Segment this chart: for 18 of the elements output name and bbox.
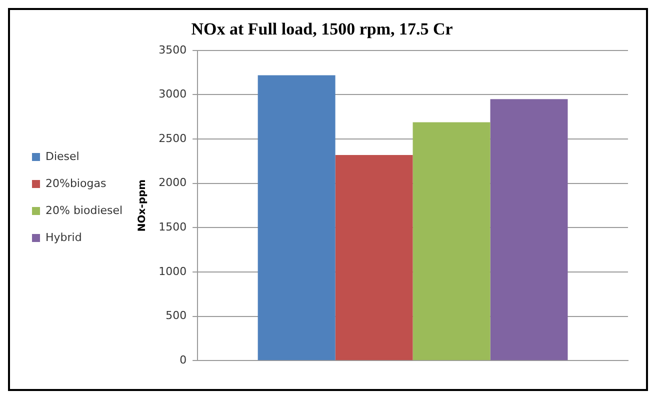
y-tick-label: 3000 bbox=[158, 88, 187, 101]
y-axis-title: NOx-ppm bbox=[137, 179, 148, 232]
legend-label: 20% biodiesel bbox=[46, 204, 123, 217]
bar bbox=[258, 75, 336, 360]
chart-title: NOx at Full load, 1500 rpm, 17.5 Cr bbox=[191, 20, 454, 39]
bar bbox=[335, 154, 413, 360]
legend-label: Diesel bbox=[46, 150, 80, 163]
y-tick-label: 2000 bbox=[158, 176, 187, 190]
y-tick-label: 500 bbox=[166, 309, 187, 322]
legend-label: 20%biogas bbox=[46, 176, 106, 190]
y-tick-label: 2500 bbox=[158, 132, 187, 145]
y-tick-label: 0 bbox=[180, 353, 187, 366]
legend-label: Hybrid bbox=[46, 230, 82, 244]
y-tick-label: 1000 bbox=[158, 264, 187, 278]
bar bbox=[490, 99, 568, 360]
bar bbox=[412, 122, 490, 360]
y-tick-label: 1500 bbox=[158, 220, 187, 234]
y-tick-label: 3500 bbox=[158, 43, 187, 56]
